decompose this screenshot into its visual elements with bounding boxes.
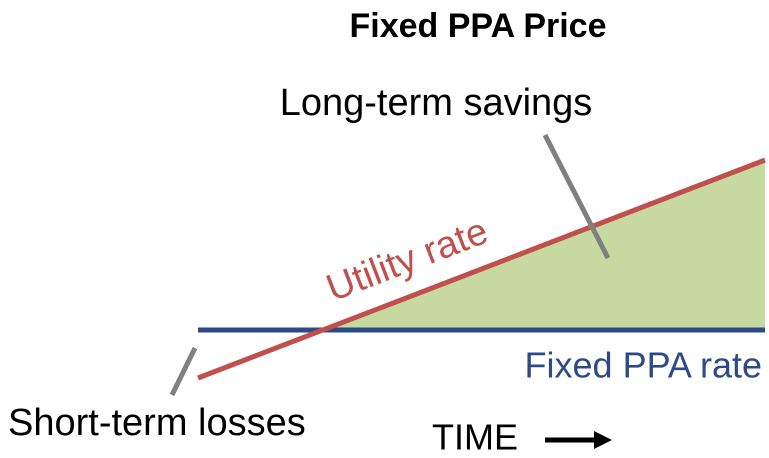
time-label: TIME bbox=[432, 417, 518, 458]
losses-label: Short-term losses bbox=[8, 402, 306, 444]
savings-pointer bbox=[542, 133, 611, 260]
savings-label: Long-term savings bbox=[280, 82, 593, 124]
fixed-label: Fixed PPA rate bbox=[525, 345, 762, 386]
utility-rate-line bbox=[197, 157, 766, 381]
time-arrow-head bbox=[594, 431, 612, 449]
title: Fixed PPA Price bbox=[350, 7, 607, 45]
losses-pointer bbox=[169, 346, 198, 397]
